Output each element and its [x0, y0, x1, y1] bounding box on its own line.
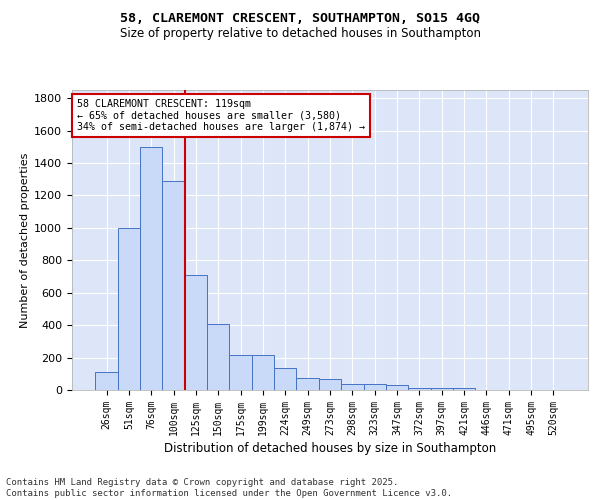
Y-axis label: Number of detached properties: Number of detached properties: [20, 152, 30, 328]
Bar: [140, 147, 163, 390]
Bar: [95, 372, 118, 390]
Bar: [386, 385, 408, 390]
Text: 58, CLAREMONT CRESCENT, SOUTHAMPTON, SO15 4GQ: 58, CLAREMONT CRESCENT, SOUTHAMPTON, SO1…: [120, 12, 480, 26]
Bar: [364, 384, 386, 390]
Bar: [207, 324, 229, 390]
X-axis label: Distribution of detached houses by size in Southampton: Distribution of detached houses by size …: [164, 442, 496, 455]
Bar: [453, 388, 475, 390]
Bar: [274, 368, 296, 390]
Bar: [341, 384, 364, 390]
Text: Size of property relative to detached houses in Southampton: Size of property relative to detached ho…: [119, 28, 481, 40]
Bar: [408, 388, 431, 390]
Text: 58 CLAREMONT CRESCENT: 119sqm
← 65% of detached houses are smaller (3,580)
34% o: 58 CLAREMONT CRESCENT: 119sqm ← 65% of d…: [77, 99, 365, 132]
Bar: [431, 388, 453, 390]
Bar: [296, 378, 319, 390]
Text: Contains HM Land Registry data © Crown copyright and database right 2025.
Contai: Contains HM Land Registry data © Crown c…: [6, 478, 452, 498]
Bar: [319, 378, 341, 390]
Bar: [118, 228, 140, 390]
Bar: [163, 181, 185, 390]
Bar: [229, 355, 252, 390]
Bar: [252, 355, 274, 390]
Bar: [185, 275, 207, 390]
